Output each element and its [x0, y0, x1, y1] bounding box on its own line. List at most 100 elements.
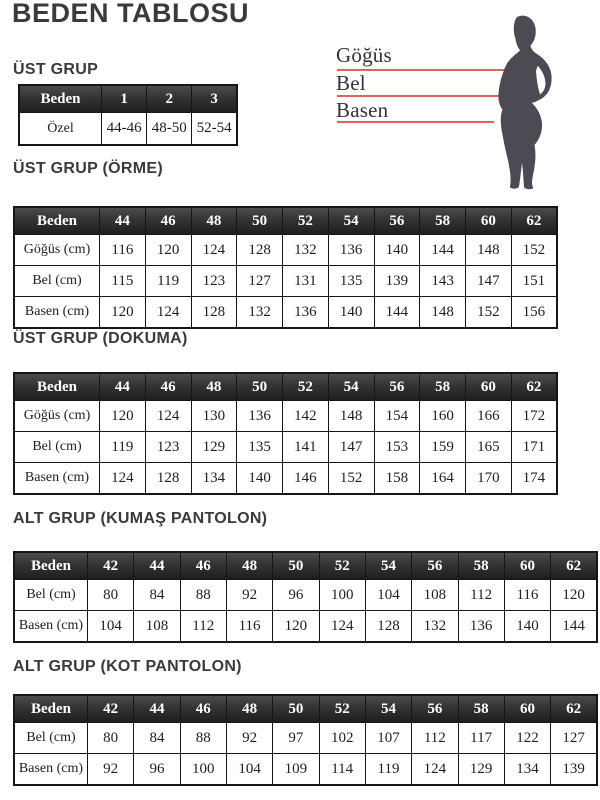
table-cell: 104 [225, 753, 274, 786]
table-header-cell: 54 [327, 372, 375, 401]
table-header-cell: 48 [225, 551, 274, 580]
table-header-cell: 44 [99, 206, 146, 235]
table-cell: 102 [318, 722, 366, 754]
table-cell: 164 [419, 462, 466, 495]
table-cell: 112 [457, 579, 505, 611]
size-table-ust-grup-dokuma: Beden 44 46 48 50 52 54 56 58 60 62 Göğüs (cm) 120 12… [13, 372, 558, 495]
table-cell: 143 [419, 265, 466, 297]
table-row: Basen (cm) 120 124 128 132 136 140 144 148 152 156 [13, 296, 558, 329]
table-header-cell: 60 [465, 372, 512, 401]
table-header-cell: Beden [13, 551, 88, 580]
table-header-row: Beden 42 44 46 48 50 52 54 56 58 60 62 [13, 694, 598, 723]
table-cell: 119 [144, 265, 192, 297]
table-header-cell: 54 [327, 206, 375, 235]
table-cell: 134 [503, 753, 552, 786]
table-cell: Bel (cm) [13, 722, 88, 754]
table-cell: 122 [503, 722, 552, 754]
table-header-cell: 62 [510, 372, 558, 401]
table-header-cell: 48 [190, 206, 238, 235]
table-header-cell: 56 [411, 551, 459, 580]
table-header-cell: 50 [236, 206, 283, 235]
table-cell: 104 [86, 610, 135, 643]
table-row: Bel (cm) 80 84 88 92 97 102 107 112 117 122 127 [13, 722, 598, 754]
table-header-row: Beden 1 2 3 [18, 84, 238, 113]
table-cell: 152 [327, 462, 375, 495]
table-header-cell: 1 [100, 84, 148, 113]
table-cell: 124 [318, 610, 366, 643]
table-cell: 140 [373, 234, 421, 266]
section-heading-alt-grup-kot: ALT GRUP (KOT PANTOLON) [13, 658, 242, 675]
table-cell: 92 [86, 753, 135, 786]
table-header-cell: 56 [411, 694, 459, 723]
table-cell: 129 [457, 753, 505, 786]
table-cell: 129 [190, 431, 238, 463]
table-cell: 119 [99, 431, 146, 463]
table-cell: 88 [179, 579, 227, 611]
table-header-cell: 46 [179, 551, 227, 580]
table-cell: 147 [327, 431, 375, 463]
table-header-cell: 58 [457, 551, 505, 580]
table-cell: 128 [364, 610, 413, 643]
table-row: Bel (cm) 119 123 129 135 141 147 153 159 165 171 [13, 431, 558, 463]
table-cell: 140 [236, 462, 283, 495]
table-cell: 107 [364, 722, 413, 754]
table-header-cell: 46 [144, 372, 192, 401]
table-cell: 124 [99, 462, 146, 495]
table-cell: 120 [99, 296, 146, 329]
table-cell: 123 [190, 265, 238, 297]
table-cell: Bel (cm) [13, 579, 88, 611]
table-header-cell: 50 [272, 551, 320, 580]
table-cell: 84 [133, 722, 181, 754]
table-cell: Basen (cm) [13, 610, 88, 643]
table-cell: 172 [510, 400, 558, 432]
table-cell: 142 [282, 400, 329, 432]
table-header-row: Beden 44 46 48 50 52 54 56 58 60 62 [13, 206, 558, 235]
table-header-cell: 54 [364, 551, 413, 580]
table-cell: 148 [419, 296, 466, 329]
table-header-cell: 60 [503, 694, 552, 723]
table-cell: Özel [18, 112, 102, 146]
table-cell: 92 [225, 722, 274, 754]
table-cell: 148 [465, 234, 512, 266]
table-cell: Bel (cm) [13, 431, 100, 463]
table-cell: 96 [272, 579, 320, 611]
table-header-cell: 3 [191, 84, 238, 113]
table-cell: 104 [364, 579, 413, 611]
table-cell: 108 [133, 610, 181, 643]
table-cell: 123 [144, 431, 192, 463]
table-cell: 139 [550, 753, 598, 786]
table-header-cell: 60 [503, 551, 552, 580]
table-row: Bel (cm) 115 119 123 127 131 135 139 143 147 151 [13, 265, 558, 297]
table-cell: 112 [179, 610, 227, 643]
table-row: Göğüs (cm) 120 124 130 136 142 148 154 160 166 172 [13, 400, 558, 432]
table-header-cell: 50 [272, 694, 320, 723]
page-title: BEDEN TABLOSU [12, 0, 250, 28]
table-cell: 144 [550, 610, 598, 643]
table-cell: 154 [373, 400, 421, 432]
table-header-cell: 44 [99, 372, 146, 401]
table-cell: 127 [550, 722, 598, 754]
table-header-cell: 52 [282, 206, 329, 235]
table-cell: 120 [99, 400, 146, 432]
section-heading-alt-grup-kumas: ALT GRUP (KUMAŞ PANTOLON) [13, 510, 268, 527]
table-header-cell: Beden [13, 694, 88, 723]
table-cell: 136 [327, 234, 375, 266]
table-cell: 124 [144, 400, 192, 432]
size-table-alt-grup-kot: Beden 42 44 46 48 50 52 54 56 58 60 62 Bel (cm) 80 84 8… [13, 694, 598, 786]
chest-label: Göğüs [336, 43, 392, 67]
table-header-cell: Beden [13, 372, 100, 401]
table-header-cell: 48 [190, 372, 238, 401]
table-cell: 151 [510, 265, 558, 297]
table-cell: 152 [510, 234, 558, 266]
table-cell: 120 [144, 234, 192, 266]
table-cell: 80 [86, 722, 135, 754]
table-cell: 160 [419, 400, 466, 432]
table-cell: 52-54 [191, 112, 238, 146]
chest-measure-line [337, 69, 505, 71]
table-header-cell: 42 [86, 694, 135, 723]
table-cell: 128 [236, 234, 283, 266]
table-cell: 131 [282, 265, 329, 297]
size-table-alt-grup-kumas: Beden 42 44 46 48 50 52 54 56 58 60 62 Bel (cm) 80 84 8… [13, 551, 598, 643]
table-header-cell: 58 [457, 694, 505, 723]
table-cell: 124 [190, 234, 238, 266]
